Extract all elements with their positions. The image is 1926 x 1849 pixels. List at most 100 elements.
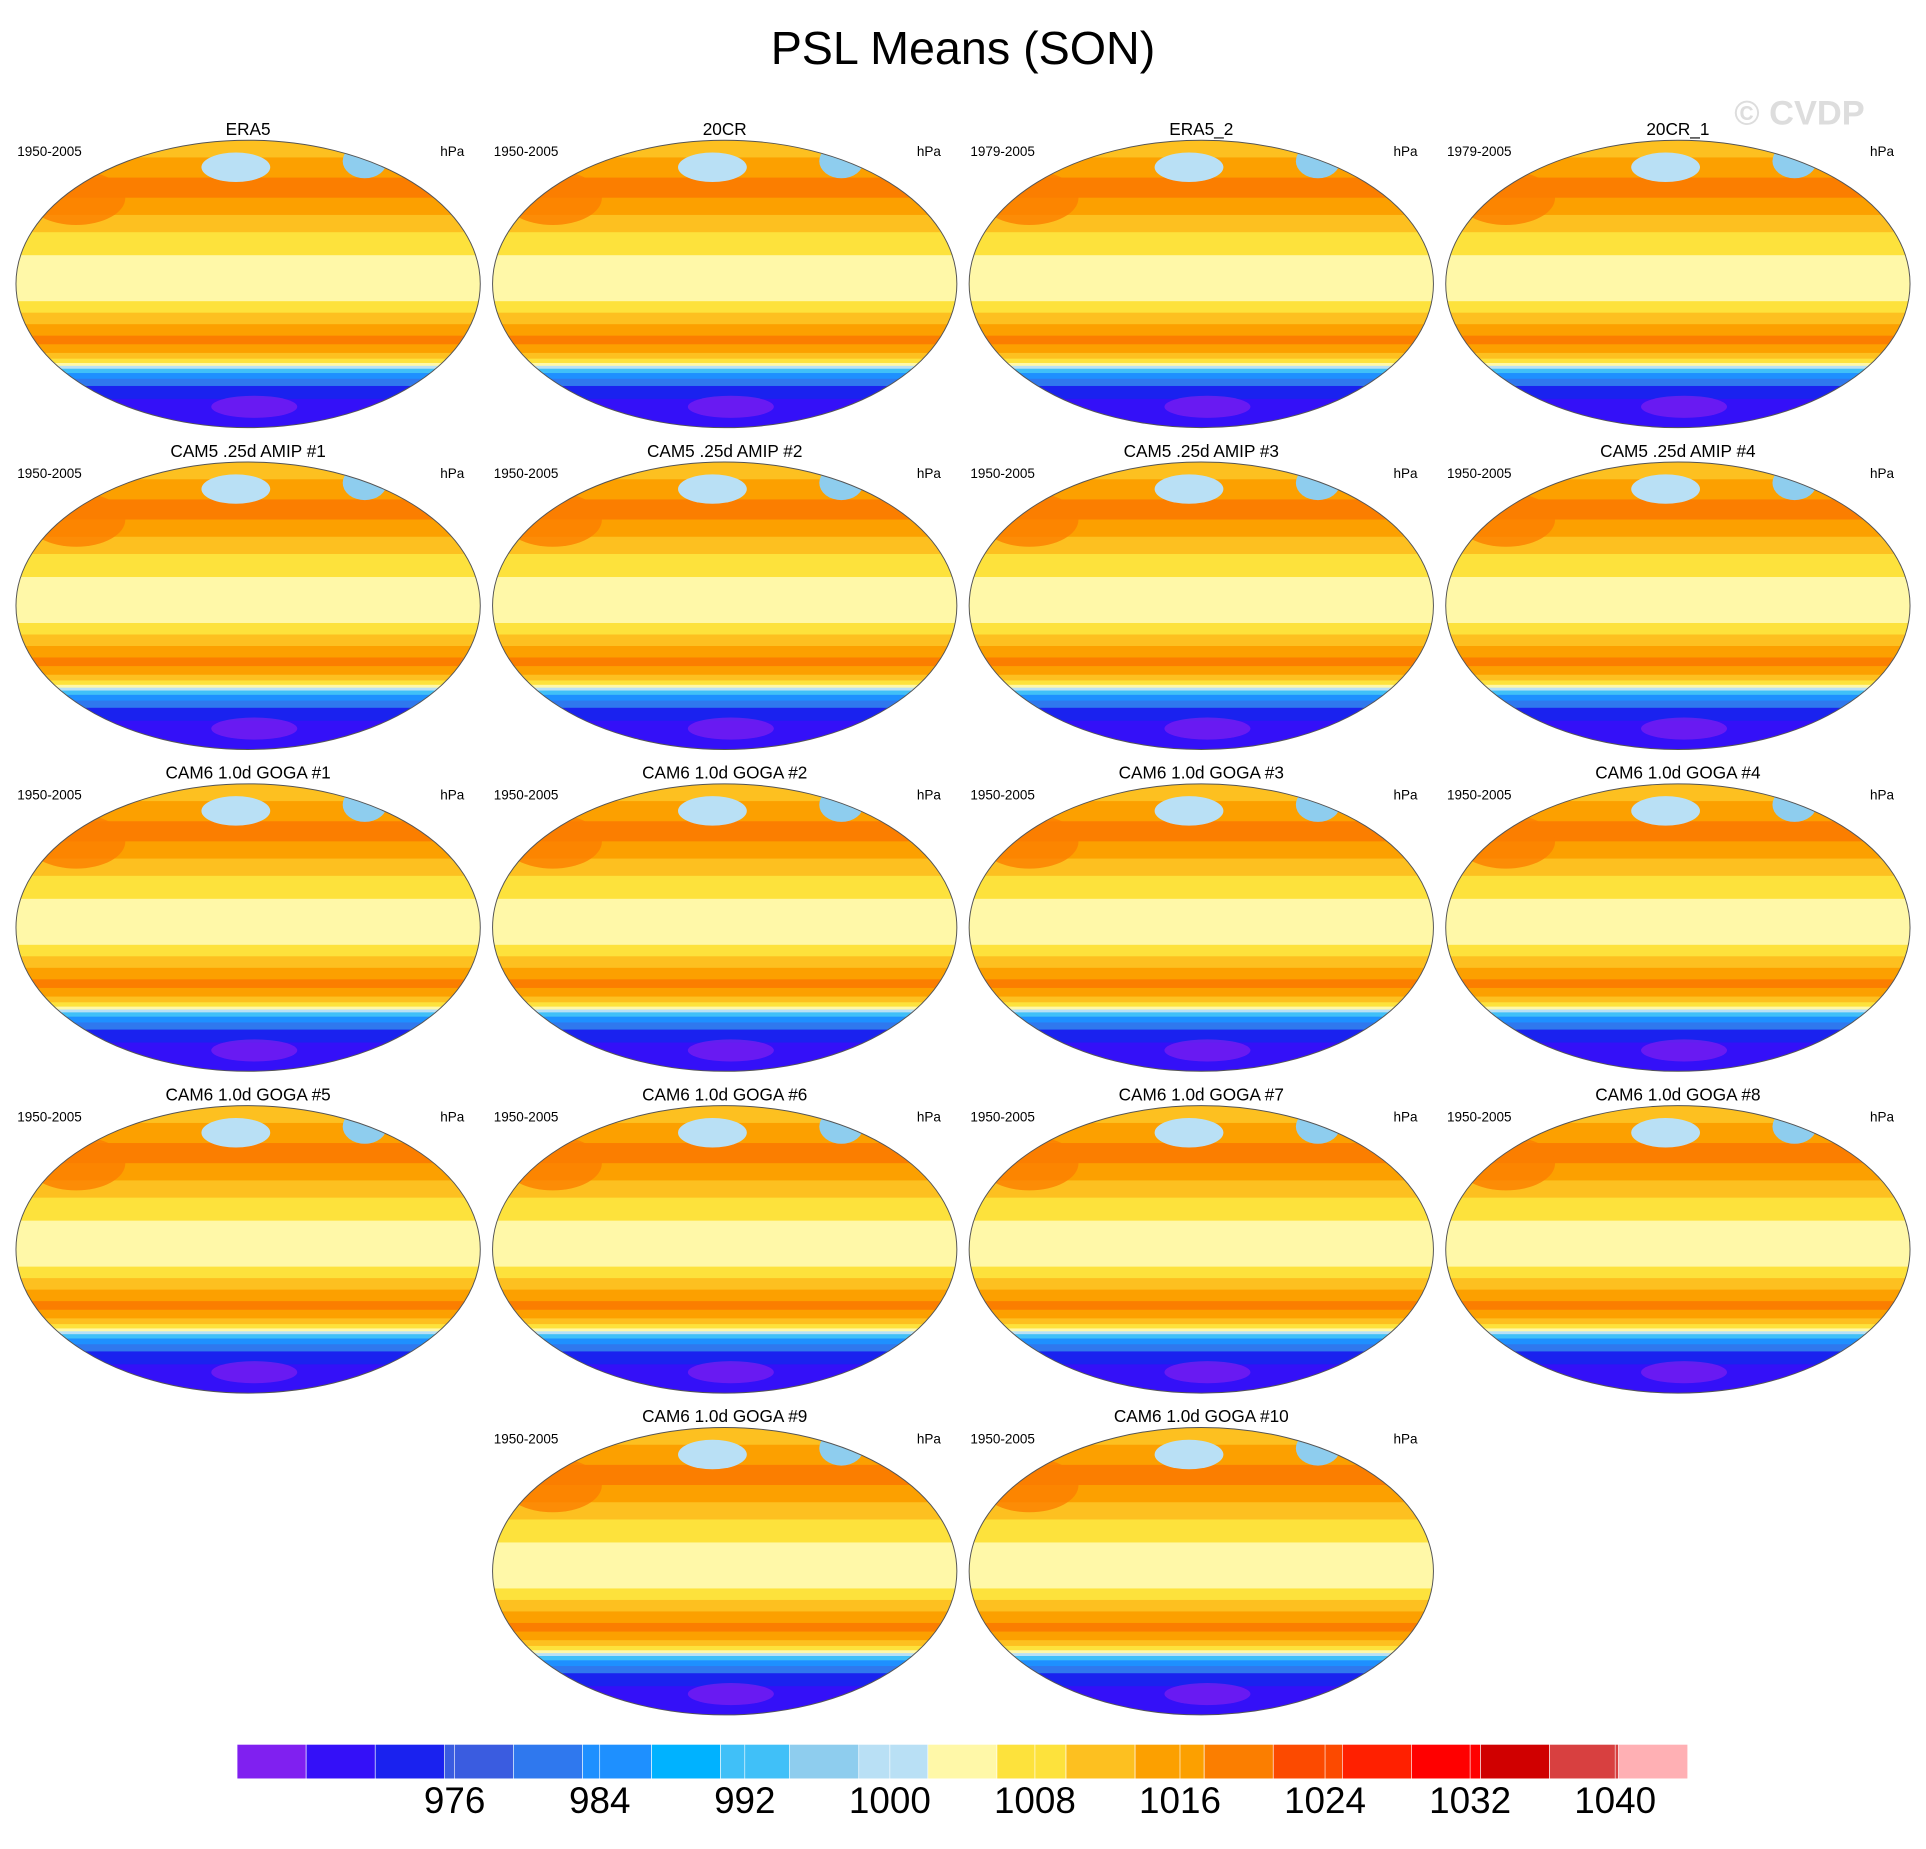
map-band: [1445, 674, 1911, 682]
map-band: [969, 666, 1434, 676]
map-band: [15, 301, 481, 314]
colorbar-box: [1618, 1744, 1689, 1780]
map-band: [1445, 707, 1911, 722]
map-feature: [1772, 787, 1817, 822]
map-band: [1445, 1328, 1911, 1332]
panel-units: hPa: [1393, 1431, 1418, 1446]
colorbar-box: [858, 1744, 929, 1780]
map-band: [492, 554, 957, 578]
map-band: [492, 1666, 957, 1674]
panel-title: 20CR_1: [1646, 119, 1709, 139]
map-band: [969, 694, 1434, 702]
map-band: [15, 1143, 481, 1164]
map-band: [969, 1012, 1434, 1018]
map-outline: [1445, 139, 1911, 429]
map-band: [969, 1666, 1434, 1674]
panel-period: 1950-2005: [970, 788, 1035, 803]
map-feature: [503, 492, 602, 547]
map-outline: [492, 139, 958, 429]
map-band: [492, 875, 957, 900]
map-band: [492, 1588, 957, 1601]
map-band: [1445, 1197, 1911, 1222]
map-panel: CAM6 1.0d GOGA #7 1950-2005 hPa: [968, 1084, 1434, 1394]
map-feature: [980, 814, 1079, 869]
map-band: [969, 1645, 1434, 1651]
map-field: [15, 462, 481, 750]
map-band: [969, 1588, 1434, 1601]
panel-title: CAM5 .25d AMIP #3: [1124, 441, 1279, 461]
map-band: [969, 1197, 1434, 1222]
map-band: [492, 858, 957, 877]
map-band: [1445, 324, 1911, 337]
map-band: [15, 1029, 481, 1044]
colorbar-box: [305, 1744, 376, 1780]
map-feature: [687, 1039, 774, 1062]
map-band: [492, 700, 957, 709]
map-band: [1445, 1309, 1911, 1319]
map-band: [969, 1484, 1434, 1503]
map-band: [969, 700, 1434, 709]
panel-units: hPa: [440, 1110, 465, 1125]
map-band: [492, 378, 957, 387]
map-band: [492, 657, 957, 667]
map-band: [492, 197, 957, 216]
map-band: [969, 1622, 1434, 1633]
map-band: [1445, 232, 1911, 256]
map-band: [15, 344, 481, 354]
map-band: [15, 1328, 481, 1332]
map-band: [1445, 1289, 1911, 1302]
panel-units: hPa: [1393, 1110, 1418, 1125]
map-feature: [678, 152, 747, 182]
map-feature: [1154, 796, 1224, 826]
watermark: © CVDP: [1734, 95, 1864, 133]
map-band: [969, 944, 1434, 957]
map-panel: ERA5_2 1979-2005 hPa: [968, 119, 1434, 429]
map-band: [15, 634, 481, 647]
map-feature: [1631, 796, 1700, 826]
map-band: [1445, 214, 1911, 233]
map-band: [1445, 536, 1911, 555]
map-band: [492, 499, 957, 521]
map-band: [1445, 1029, 1911, 1044]
map-band: [1445, 1016, 1911, 1024]
map-band: [1445, 373, 1911, 380]
map-band: [492, 707, 957, 722]
map-band: [492, 344, 957, 354]
map-band: [15, 967, 481, 980]
map-band: [492, 1197, 957, 1222]
map-band: [492, 1002, 957, 1008]
panel-units: hPa: [1393, 466, 1418, 481]
map-band: [15, 1344, 481, 1353]
map-band: [492, 666, 957, 676]
map-outline: [1445, 783, 1911, 1072]
map-feature: [687, 395, 774, 418]
map-band: [969, 684, 1434, 689]
colorbar-box: [789, 1744, 860, 1780]
panel-title: CAM6 1.0d GOGA #10: [1114, 1406, 1289, 1426]
map-band: [1445, 1180, 1911, 1199]
map-band: [1445, 858, 1911, 877]
map-band: [492, 687, 957, 692]
map-band: [15, 1016, 481, 1024]
map-band: [1445, 680, 1911, 686]
map-band: [969, 1180, 1434, 1199]
map-band: [1445, 684, 1911, 689]
map-feature: [1631, 152, 1700, 182]
map-band: [969, 996, 1434, 1003]
map-feature: [1164, 1682, 1251, 1706]
map-feature: [819, 143, 864, 179]
map-band: [492, 1542, 957, 1590]
map-band: [1445, 358, 1911, 364]
map-band: [1445, 898, 1911, 946]
map-band: [15, 979, 481, 989]
map-band: [969, 373, 1434, 380]
panel-period: 1950-2005: [1447, 1110, 1512, 1125]
map-outline: [968, 139, 1434, 429]
map-band: [492, 373, 957, 380]
map-band: [969, 554, 1434, 578]
map-band: [15, 519, 481, 538]
map-band: [969, 197, 1434, 216]
map-band: [15, 1180, 481, 1199]
map-band: [492, 1640, 957, 1647]
